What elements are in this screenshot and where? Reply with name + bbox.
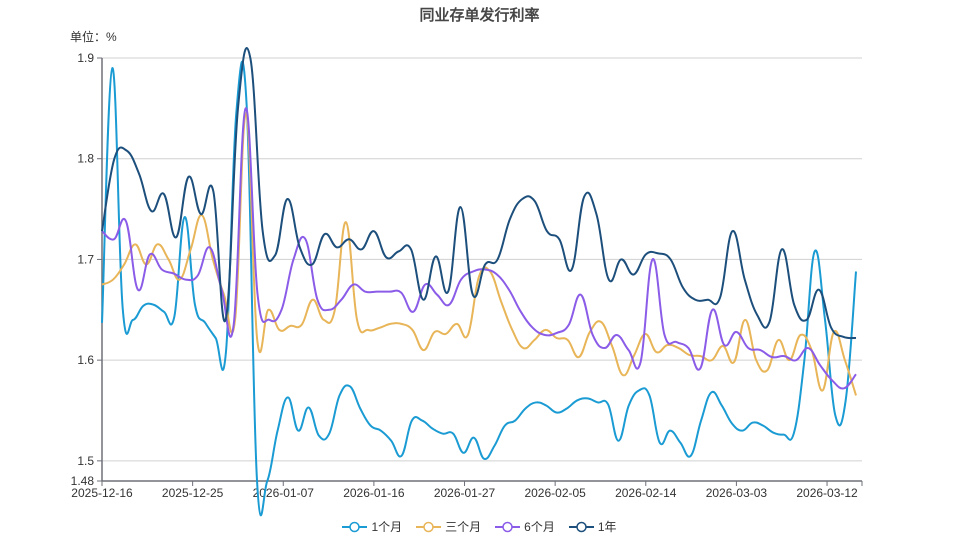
- chart-title: 同业存单发行利率: [419, 7, 540, 24]
- legend-item-3[interactable]: 1年: [568, 518, 617, 535]
- series-line-1[interactable]: [101, 112, 857, 396]
- x-axis: 2025-12-16 2025-12-25 2026-01-07 2026-01-16…: [71, 480, 863, 500]
- y-tick-label: 1.6: [77, 353, 94, 367]
- x-tick-label: 2026-01-16: [343, 486, 405, 500]
- legend-label: 三个月: [445, 520, 482, 534]
- legend: 1个月 三个月 6个月 1年: [0, 518, 959, 535]
- legend-line-circle-icon: [342, 521, 368, 532]
- y-tick-label: 1.9: [77, 51, 94, 65]
- legend-line-circle-icon: [416, 521, 442, 532]
- legend-item-0[interactable]: 1个月: [342, 518, 402, 535]
- y-axis: 1.48 1.5 1.6 1.7 1.8 1.9: [71, 51, 103, 488]
- x-tick-label: 2025-12-16: [71, 486, 133, 500]
- legend-label: 1个月: [371, 520, 403, 534]
- series-line-0[interactable]: [101, 60, 857, 517]
- x-tick-label: 2025-12-25: [162, 486, 224, 500]
- grid-lines: [102, 57, 862, 462]
- y-tick-label: 1.48: [71, 474, 95, 488]
- y-tick-label: 1.8: [77, 152, 94, 166]
- series-lines: [101, 47, 857, 517]
- x-tick-label: 2026-03-12: [796, 486, 858, 500]
- x-tick-label: 2026-03-03: [706, 486, 768, 500]
- legend-item-1[interactable]: 三个月: [416, 518, 481, 535]
- legend-label: 1年: [597, 520, 617, 534]
- y-tick-label: 1.7: [77, 252, 94, 266]
- legend-line-circle-icon: [568, 521, 594, 532]
- legend-line-circle-icon: [495, 521, 521, 532]
- legend-item-2[interactable]: 6个月: [495, 518, 555, 535]
- series-line-3[interactable]: [101, 47, 857, 340]
- y-axis-unit-label: 单位：%: [70, 30, 117, 44]
- legend-label: 6个月: [524, 520, 555, 534]
- x-tick-label: 2026-02-05: [524, 486, 586, 500]
- series-line-2[interactable]: [101, 107, 857, 390]
- x-tick-label: 2026-01-27: [434, 486, 496, 500]
- x-tick-label: 2026-02-14: [615, 486, 677, 500]
- y-tick-label: 1.5: [77, 454, 94, 468]
- x-tick-label: 2026-01-07: [253, 486, 315, 500]
